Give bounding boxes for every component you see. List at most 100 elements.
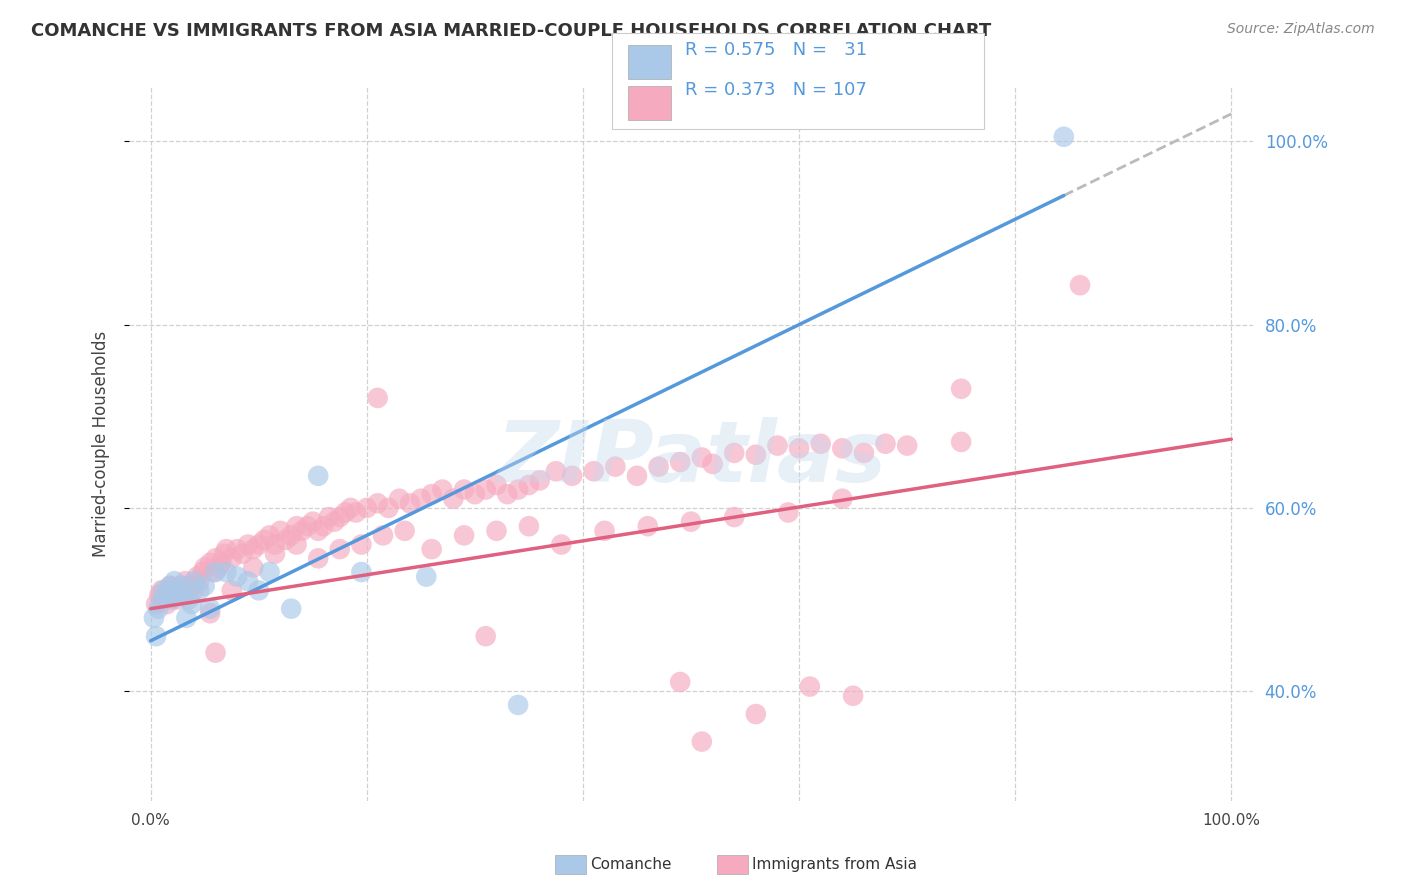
Point bbox=[420, 542, 443, 557]
Point bbox=[301, 515, 323, 529]
Point bbox=[177, 592, 200, 607]
Point bbox=[180, 579, 202, 593]
Point bbox=[399, 496, 422, 510]
Point bbox=[163, 574, 186, 589]
Point bbox=[156, 597, 179, 611]
Point bbox=[810, 436, 832, 450]
Point bbox=[198, 601, 221, 615]
Point bbox=[226, 542, 249, 557]
Point bbox=[350, 565, 373, 579]
Point bbox=[198, 607, 221, 621]
Point bbox=[285, 519, 308, 533]
Point bbox=[285, 537, 308, 551]
Point bbox=[485, 478, 508, 492]
Point bbox=[307, 551, 329, 566]
Point bbox=[264, 537, 287, 551]
Point bbox=[690, 734, 713, 748]
Point bbox=[159, 579, 181, 593]
Point bbox=[208, 560, 231, 574]
Point bbox=[183, 574, 205, 589]
Point bbox=[875, 436, 897, 450]
Point bbox=[174, 574, 197, 589]
Point bbox=[344, 506, 367, 520]
Point bbox=[669, 455, 692, 469]
Point bbox=[166, 592, 188, 607]
Point bbox=[367, 496, 389, 510]
Point bbox=[166, 583, 188, 598]
Point bbox=[766, 439, 789, 453]
Point bbox=[453, 528, 475, 542]
Point bbox=[274, 533, 297, 547]
Point bbox=[264, 547, 287, 561]
Point bbox=[188, 574, 211, 589]
Point bbox=[180, 597, 202, 611]
Point bbox=[394, 524, 416, 538]
Point bbox=[176, 611, 198, 625]
Point bbox=[170, 588, 193, 602]
Point bbox=[202, 565, 225, 579]
Point bbox=[215, 565, 238, 579]
Point bbox=[637, 519, 659, 533]
Point bbox=[186, 569, 208, 583]
Point bbox=[204, 646, 226, 660]
Point bbox=[787, 442, 810, 456]
Point bbox=[156, 588, 179, 602]
Point bbox=[172, 579, 194, 593]
Point bbox=[163, 588, 186, 602]
Point bbox=[307, 524, 329, 538]
Point bbox=[852, 446, 875, 460]
Point bbox=[209, 556, 232, 570]
Point bbox=[561, 468, 583, 483]
Point bbox=[453, 483, 475, 497]
Point bbox=[745, 707, 768, 722]
Point bbox=[950, 382, 973, 396]
Point bbox=[745, 448, 768, 462]
Point bbox=[842, 689, 865, 703]
Point bbox=[152, 583, 174, 598]
Point bbox=[172, 583, 194, 598]
Point bbox=[367, 391, 389, 405]
Point bbox=[145, 597, 167, 611]
Point bbox=[148, 601, 170, 615]
Point bbox=[259, 528, 281, 542]
Point bbox=[188, 583, 211, 598]
Point bbox=[679, 515, 702, 529]
Point bbox=[204, 551, 226, 566]
Point bbox=[198, 556, 221, 570]
Point bbox=[356, 500, 378, 515]
Point bbox=[669, 675, 692, 690]
Point bbox=[388, 491, 411, 506]
Text: R = 0.373   N = 107: R = 0.373 N = 107 bbox=[685, 81, 866, 99]
Point bbox=[297, 519, 319, 533]
Point bbox=[145, 629, 167, 643]
Point bbox=[1053, 129, 1076, 144]
Point bbox=[194, 560, 217, 574]
Point bbox=[690, 450, 713, 465]
Point bbox=[799, 680, 821, 694]
Point bbox=[474, 483, 496, 497]
Point bbox=[441, 491, 464, 506]
Point bbox=[350, 537, 373, 551]
Point bbox=[242, 542, 264, 557]
Text: COMANCHE VS IMMIGRANTS FROM ASIA MARRIED-COUPLE HOUSEHOLDS CORRELATION CHART: COMANCHE VS IMMIGRANTS FROM ASIA MARRIED… bbox=[31, 22, 991, 40]
Point bbox=[170, 579, 193, 593]
Point bbox=[1069, 278, 1091, 293]
Point bbox=[593, 524, 616, 538]
Point bbox=[409, 491, 432, 506]
Point bbox=[232, 547, 254, 561]
Point bbox=[194, 579, 217, 593]
Point bbox=[183, 583, 205, 598]
Point bbox=[335, 506, 357, 520]
Point bbox=[339, 500, 361, 515]
Point bbox=[647, 459, 669, 474]
Point bbox=[150, 592, 173, 607]
Point bbox=[221, 583, 243, 598]
Point bbox=[896, 439, 918, 453]
Point bbox=[148, 588, 170, 602]
Point bbox=[605, 459, 627, 474]
Point bbox=[280, 528, 302, 542]
Point bbox=[702, 457, 724, 471]
Point bbox=[506, 698, 529, 712]
Point bbox=[723, 510, 745, 524]
Point bbox=[215, 542, 238, 557]
